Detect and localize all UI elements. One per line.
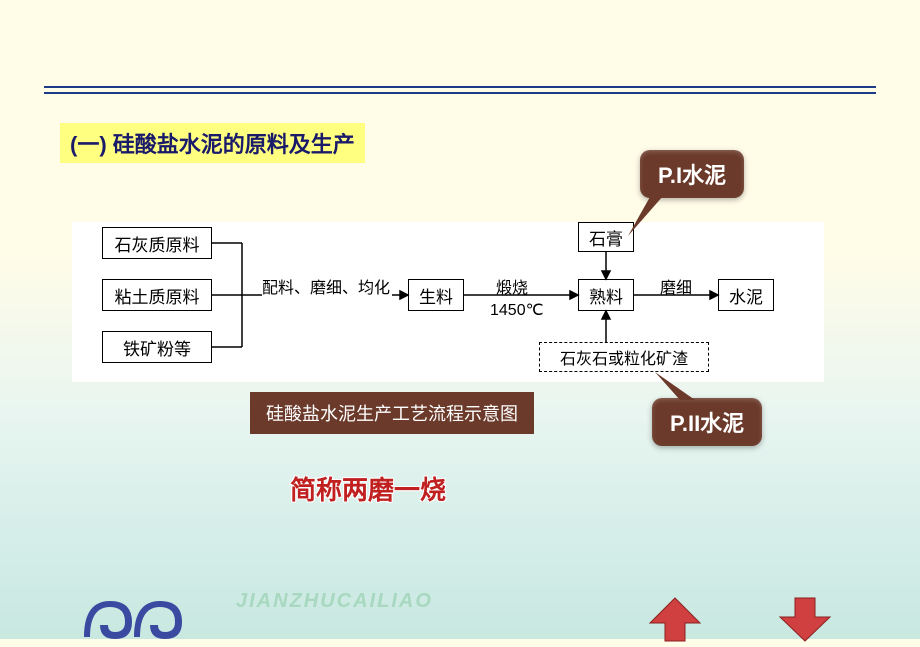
nav-down-arrow[interactable] (770, 593, 840, 643)
callout-pi-tail (620, 186, 680, 246)
header-line-bottom (44, 92, 876, 94)
section-title: (一) 硅酸盐水泥的原料及生产 (60, 123, 365, 163)
nav-up-arrow[interactable] (640, 593, 710, 643)
callout-pii-tail (650, 370, 710, 406)
header-line-top (44, 86, 876, 88)
nav-curl-left[interactable] (80, 587, 200, 647)
flowchart-container: 石灰质原料 粘土质原料 铁矿粉等 生料 熟料 水泥 石膏 石灰石或粒化矿渣 配料… (72, 222, 824, 382)
footer-brand: JIANZHUCAILIAO (236, 590, 433, 613)
summary-text: 简称两磨一烧 (290, 470, 446, 507)
flowchart-lines (72, 222, 824, 382)
diagram-caption: 硅酸盐水泥生产工艺流程示意图 (250, 392, 534, 434)
